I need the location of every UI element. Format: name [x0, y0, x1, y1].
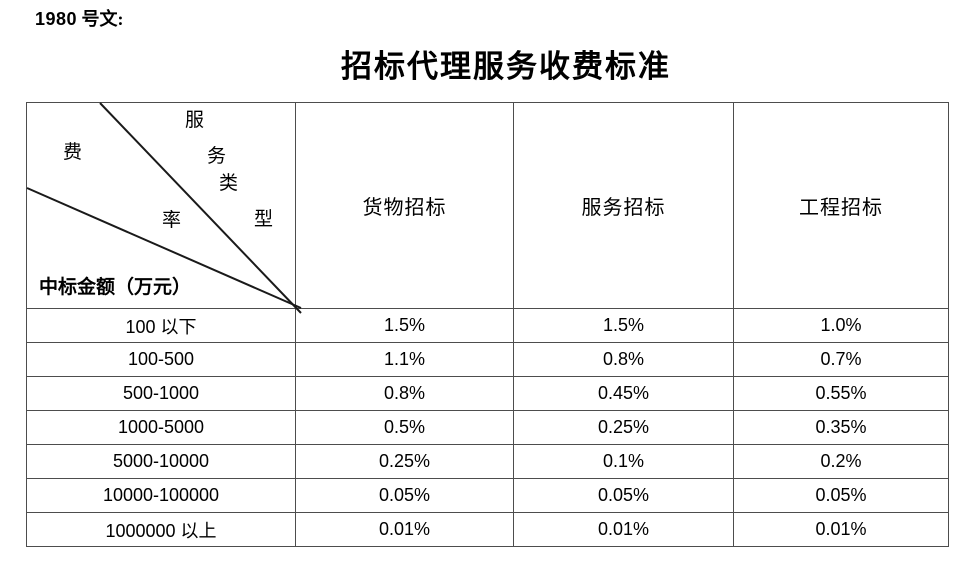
rate-cell: 0.05%	[513, 478, 734, 513]
amount-range-cell: 100-500	[26, 342, 296, 377]
table-row: 100 以下 1.5% 1.5% 1.0%	[26, 308, 949, 343]
amount-range-cell: 1000-5000	[26, 410, 296, 445]
rate-cell: 0.25%	[513, 410, 734, 445]
rate-cell: 1.5%	[295, 308, 514, 343]
rate-cell: 0.7%	[733, 342, 949, 377]
fee-table: 服 务 类 型 费 率 中标金额（万元） 货物招标 服务招标 工程招标 100 …	[26, 102, 949, 547]
diagonal-line-lower	[26, 187, 302, 309]
doc-number: 1980 号文:	[35, 5, 124, 31]
rate-cell: 0.8%	[513, 342, 734, 377]
column-header-engineering: 工程招标	[733, 102, 949, 309]
corner-label-service-type-char: 型	[254, 209, 274, 230]
diagonal-lines	[26, 102, 302, 314]
rate-cell: 0.01%	[295, 512, 514, 547]
header-row: 服 务 类 型 费 率 中标金额（万元） 货物招标 服务招标 工程招标	[26, 102, 949, 314]
corner-label-service-type-char: 类	[219, 173, 239, 194]
corner-label-amount: 中标金额（万元）	[39, 277, 192, 298]
corner-cell: 服 务 类 型 费 率 中标金额（万元）	[26, 102, 302, 314]
table-row: 5000-10000 0.25% 0.1% 0.2%	[26, 444, 949, 479]
rate-cell: 1.5%	[513, 308, 734, 343]
rate-cell: 0.25%	[295, 444, 514, 479]
table-row: 500-1000 0.8% 0.45% 0.55%	[26, 376, 949, 411]
rate-cell: 0.1%	[513, 444, 734, 479]
doc-number-label: 号文:	[81, 9, 124, 29]
rate-cell: 0.2%	[733, 444, 949, 479]
amount-range-cell: 500-1000	[26, 376, 296, 411]
rate-cell: 1.0%	[733, 308, 949, 343]
rate-cell: 0.01%	[733, 512, 949, 547]
rate-cell: 0.5%	[295, 410, 514, 445]
corner-label-rate-char: 率	[162, 210, 182, 231]
amount-range-cell: 1000000 以上	[26, 512, 296, 547]
diagonal-line-upper	[99, 102, 302, 314]
amount-range-cell: 100 以下	[26, 308, 296, 343]
rate-cell: 0.35%	[733, 410, 949, 445]
corner-label-service-type-char: 服	[185, 110, 205, 131]
rate-cell: 1.1%	[295, 342, 514, 377]
table-row: 10000-100000 0.05% 0.05% 0.05%	[26, 478, 949, 513]
amount-range-cell: 5000-10000	[26, 444, 296, 479]
rate-cell: 0.55%	[733, 376, 949, 411]
amount-range-cell: 10000-100000	[26, 478, 296, 513]
column-header-goods: 货物招标	[295, 102, 514, 309]
doc-number-value: 1980	[35, 9, 78, 29]
corner-label-service-type-char: 务	[207, 146, 227, 167]
column-header-service: 服务招标	[513, 102, 734, 309]
table-row: 1000000 以上 0.01% 0.01% 0.01%	[26, 512, 949, 547]
rate-cell: 0.05%	[295, 478, 514, 513]
rate-cell: 0.45%	[513, 376, 734, 411]
page-title: 招标代理服务收费标准	[341, 49, 671, 84]
table-row: 1000-5000 0.5% 0.25% 0.35%	[26, 410, 949, 445]
rate-cell: 0.01%	[513, 512, 734, 547]
table-row: 100-500 1.1% 0.8% 0.7%	[26, 342, 949, 377]
rate-cell: 0.8%	[295, 376, 514, 411]
rate-cell: 0.05%	[733, 478, 949, 513]
corner-label-rate-char: 费	[63, 142, 83, 163]
